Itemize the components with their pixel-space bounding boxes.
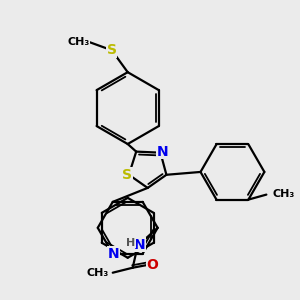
Text: H: H [126,238,135,248]
Text: N: N [134,238,146,252]
Text: CH₃: CH₃ [272,189,295,199]
Text: N: N [108,247,119,261]
Text: N: N [157,145,168,159]
Text: CH₃: CH₃ [86,268,109,278]
Text: S: S [122,168,132,182]
Text: CH₃: CH₃ [68,37,90,47]
Text: S: S [107,43,117,57]
Text: O: O [147,258,159,272]
